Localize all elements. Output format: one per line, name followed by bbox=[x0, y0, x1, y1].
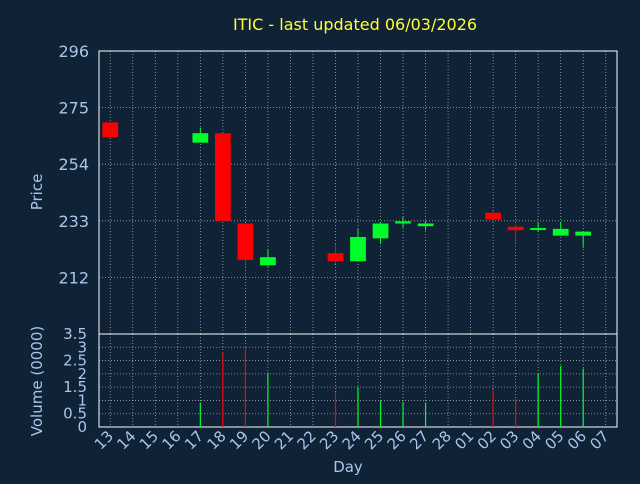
volume-tick-label: 2.5 bbox=[63, 352, 87, 370]
candle bbox=[350, 228, 366, 262]
candle-body bbox=[350, 236, 366, 262]
chart-title: ITIC - last updated 06/03/2026 bbox=[233, 15, 477, 34]
candle bbox=[485, 211, 502, 220]
candle bbox=[260, 249, 276, 267]
candle bbox=[327, 243, 344, 264]
candle-body bbox=[485, 212, 502, 220]
candle-body bbox=[395, 221, 411, 224]
price-tick-label: 233 bbox=[58, 212, 89, 231]
candle bbox=[237, 223, 254, 267]
price-tick-label: 254 bbox=[58, 155, 89, 174]
volume-axis-label: Volume (0000) bbox=[28, 326, 46, 436]
candle-body bbox=[530, 228, 547, 231]
candle-body bbox=[507, 226, 524, 231]
candle bbox=[417, 220, 434, 231]
volume-tick-label: 0.5 bbox=[63, 405, 87, 423]
candle-body bbox=[237, 223, 254, 260]
candle bbox=[395, 216, 411, 228]
candle bbox=[552, 222, 569, 236]
candle-body bbox=[102, 122, 119, 138]
candle-body bbox=[552, 228, 569, 236]
candle bbox=[530, 222, 547, 233]
candle-body bbox=[372, 223, 389, 239]
candle-body bbox=[575, 231, 592, 236]
candle bbox=[575, 231, 592, 248]
price-tick-label: 275 bbox=[58, 99, 89, 118]
volume-tick-label: 3.5 bbox=[63, 325, 87, 343]
volume-tick-label: 1.5 bbox=[63, 378, 87, 396]
candle bbox=[214, 133, 231, 221]
volume-tick-label: 0 bbox=[77, 418, 87, 436]
day-axis-label: Day bbox=[333, 458, 363, 476]
price-axis-label: Price bbox=[28, 174, 46, 211]
candle-body bbox=[417, 223, 434, 227]
price-tick-label: 212 bbox=[58, 268, 89, 287]
candle-body bbox=[327, 253, 344, 262]
candle bbox=[102, 122, 119, 138]
price-tick-label: 296 bbox=[58, 42, 89, 61]
candle bbox=[372, 222, 389, 244]
candle bbox=[192, 127, 209, 143]
volume-tick-label: 1 bbox=[77, 391, 87, 409]
candle-body bbox=[214, 133, 231, 221]
candle bbox=[507, 224, 524, 244]
candle-body bbox=[260, 257, 276, 266]
volume-tick-label: 3 bbox=[77, 338, 87, 356]
candle-body bbox=[192, 133, 209, 143]
volume-tick-label: 2 bbox=[77, 365, 87, 383]
day-tick-label: 07 bbox=[586, 427, 612, 453]
